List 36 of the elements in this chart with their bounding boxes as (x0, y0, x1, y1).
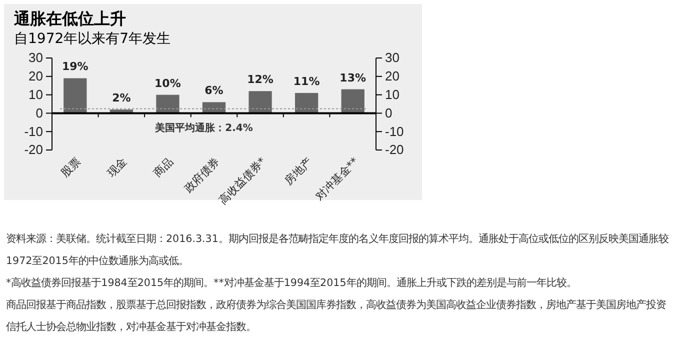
bar (248, 91, 272, 114)
chart-subtitle: 自1972年以来有7年发生 (14, 31, 171, 47)
y2-tick-label: 30 (385, 50, 400, 66)
text: 资料来源：美联储。统计截至日期：2016.3.31。期内回报是各范畴指定年度的名义年度回报的算术平均。通胀处于高位或低位的区别反映美国通胀较1972至2015年的中位数通胀为高或低。 (6, 232, 670, 269)
text: 商品回报基于商品指数，股票基于总回报指数，政府债券为综合美国国库券指数，高收益债券为美国高收益企业债券指数，房地产基于美国房地产投资信托人士协会总物业指数，对冲基金基于对冲基金指数。 (6, 298, 667, 335)
data-label: 11% (293, 74, 320, 88)
bar (64, 78, 87, 114)
y-tick-label: 30 (28, 50, 43, 66)
x-tick-label: 对冲基金** (312, 154, 362, 204)
bar (341, 89, 364, 114)
data-label: 19% (62, 60, 88, 74)
data-label: 13% (340, 71, 366, 84)
x-tick-label: 现金 (104, 154, 130, 180)
x-tick-label: 房地产 (282, 154, 315, 188)
data-label: 10% (154, 76, 181, 90)
x-tick-label: 商品 (151, 154, 176, 180)
x-tick-label: 股票 (58, 154, 84, 180)
y2-tick-label: 10 (385, 86, 400, 102)
y2-tick-label: 0 (385, 105, 392, 120)
chart-title: 通胀在低位上升 (13, 9, 126, 28)
y-tick-label: 10 (28, 86, 43, 102)
ref-line-label: 美国平均通胀：2.4% (154, 122, 253, 134)
bar (156, 94, 180, 114)
x-tick-label: 政府债券 (182, 154, 222, 196)
y2-tick-label: -10 (385, 124, 404, 139)
y-tick-label: 20 (28, 68, 43, 84)
y-tick-label: -20 (24, 142, 43, 158)
data-label: 2% (112, 92, 131, 105)
y2-tick-label: -20 (385, 142, 404, 158)
bar (295, 92, 318, 114)
data-label: 12% (247, 73, 274, 86)
y2-tick-label: 20 (385, 68, 400, 84)
data-label: 6% (204, 84, 224, 98)
text: *高收益债券回报基于1984至2015年的期间。**对冲基金基于1994至2015年的期间。通胀上升或下跌的差别是与前一年比较。 (6, 276, 578, 291)
y-tick-label: -10 (24, 124, 43, 139)
y-tick-label: 0 (36, 105, 43, 120)
